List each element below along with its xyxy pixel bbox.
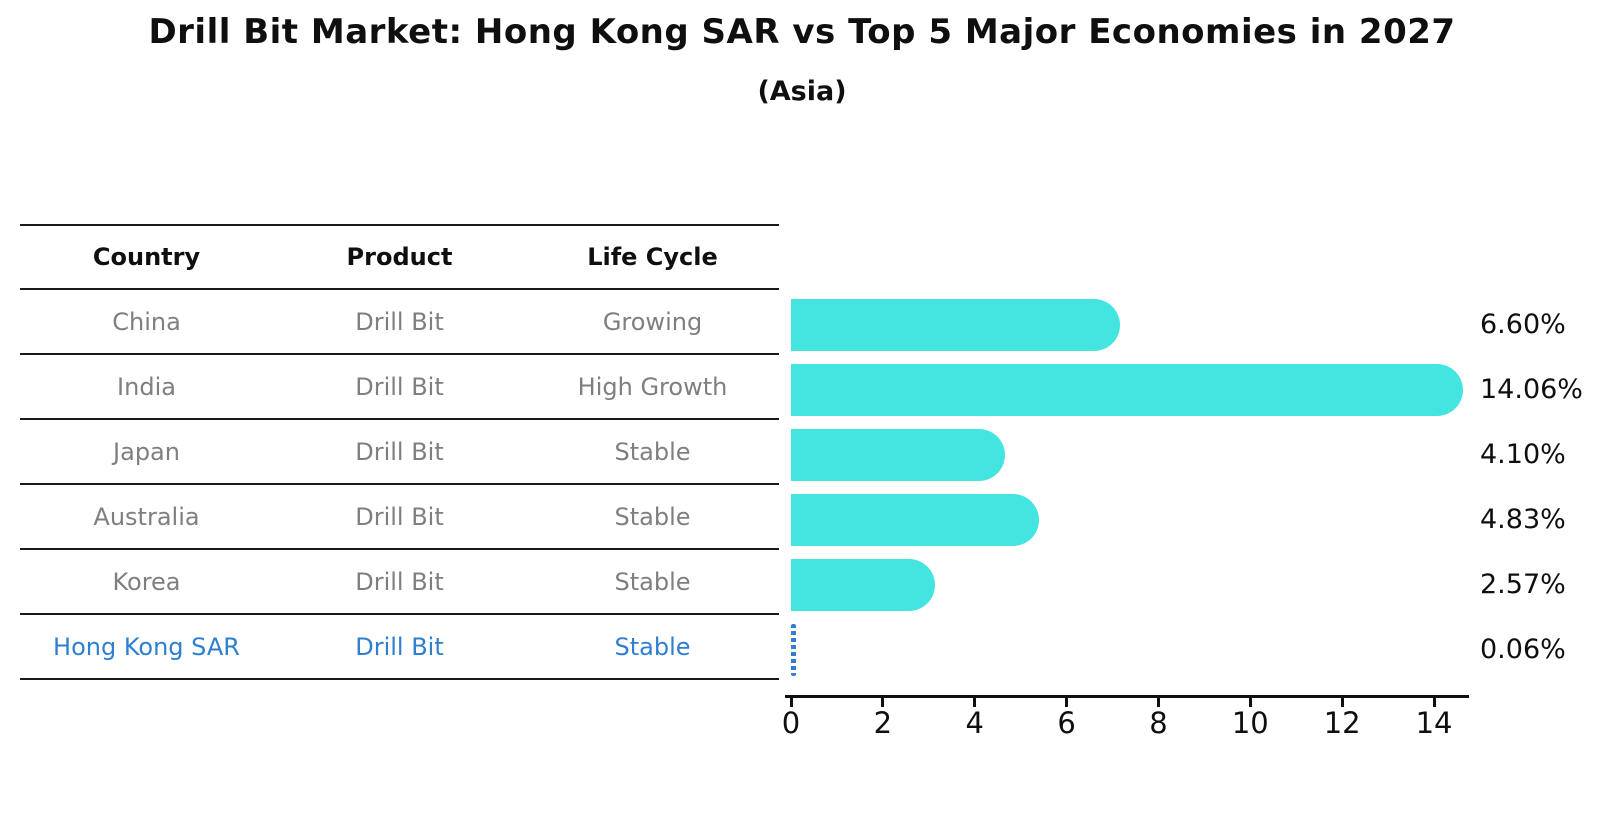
column-header-lifecycle: Life Cycle bbox=[587, 243, 718, 271]
cell-product: Drill Bit bbox=[355, 437, 444, 466]
table-row-india: India Drill Bit High Growth bbox=[20, 355, 779, 420]
cell-country: Australia bbox=[93, 502, 200, 531]
bar-value-label: 14.06% bbox=[1480, 373, 1583, 405]
x-tick bbox=[1156, 698, 1160, 707]
cell-lifecycle: Stable bbox=[614, 632, 691, 661]
bar-australia bbox=[791, 493, 1039, 546]
chart-title: Drill Bit Market: Hong Kong SAR vs Top 5… bbox=[148, 12, 1456, 52]
chart-subtitle: (Asia) bbox=[757, 76, 847, 107]
x-tick-label: 4 bbox=[965, 706, 984, 740]
table-header-row: Country Product Life Cycle bbox=[20, 226, 779, 290]
x-tick-label: 2 bbox=[873, 706, 893, 740]
cell-country: China bbox=[112, 307, 181, 336]
cell-lifecycle: Stable bbox=[614, 437, 691, 466]
bar-japan bbox=[791, 428, 1006, 481]
table-row-korea: Korea Drill Bit Stable bbox=[20, 550, 779, 615]
cell-lifecycle: Stable bbox=[614, 567, 691, 596]
cell-country: Hong Kong SAR bbox=[53, 632, 240, 661]
cell-country: Japan bbox=[113, 437, 180, 466]
x-tick-label: 0 bbox=[781, 706, 801, 740]
cell-lifecycle: Stable bbox=[614, 502, 691, 531]
cell-product: Drill Bit bbox=[355, 502, 444, 531]
bar-india bbox=[791, 363, 1463, 416]
cell-lifecycle: Growing bbox=[602, 307, 703, 336]
bar-hong-kong-sar bbox=[791, 623, 796, 676]
x-tick bbox=[1065, 698, 1069, 707]
cell-lifecycle: High Growth bbox=[577, 372, 728, 401]
table-row-china: China Drill Bit Growing bbox=[20, 290, 779, 355]
cell-country: India bbox=[117, 372, 176, 401]
x-tick bbox=[1248, 698, 1252, 707]
column-header-product: Product bbox=[346, 243, 453, 271]
x-tick-label: 14 bbox=[1415, 706, 1453, 740]
cell-product: Drill Bit bbox=[355, 372, 444, 401]
country-table: Country Product Life Cycle China Drill B… bbox=[20, 224, 779, 680]
table-row-japan: Japan Drill Bit Stable bbox=[20, 420, 779, 485]
x-axis bbox=[785, 695, 1469, 698]
bar-value-label: 2.57% bbox=[1480, 568, 1566, 600]
cell-country: Korea bbox=[112, 567, 181, 596]
bar-value-label: 6.60% bbox=[1480, 309, 1566, 340]
table-row-australia: Australia Drill Bit Stable bbox=[20, 485, 779, 550]
x-tick bbox=[1432, 698, 1436, 707]
bar-value-label: 0.06% bbox=[1480, 633, 1566, 665]
x-tick bbox=[973, 698, 977, 707]
cell-product: Drill Bit bbox=[355, 567, 444, 596]
bar-value-label: 4.10% bbox=[1480, 438, 1566, 470]
x-tick-label: 8 bbox=[1149, 706, 1168, 740]
x-tick bbox=[881, 698, 885, 707]
x-tick-label: 12 bbox=[1323, 706, 1361, 740]
x-tick bbox=[789, 698, 793, 707]
column-header-country: Country bbox=[92, 243, 201, 271]
x-tick-label: 6 bbox=[1057, 706, 1076, 740]
x-tick-label: 10 bbox=[1231, 706, 1269, 740]
cell-product: Drill Bit bbox=[355, 632, 444, 661]
bar-value-label: 4.83% bbox=[1480, 503, 1566, 535]
bar-china bbox=[791, 299, 1121, 351]
table-row-hong-kong-sar: Hong Kong SAR Drill Bit Stable bbox=[20, 615, 779, 680]
bar-korea bbox=[791, 558, 935, 611]
x-tick bbox=[1340, 698, 1344, 707]
cell-product: Drill Bit bbox=[355, 307, 444, 336]
